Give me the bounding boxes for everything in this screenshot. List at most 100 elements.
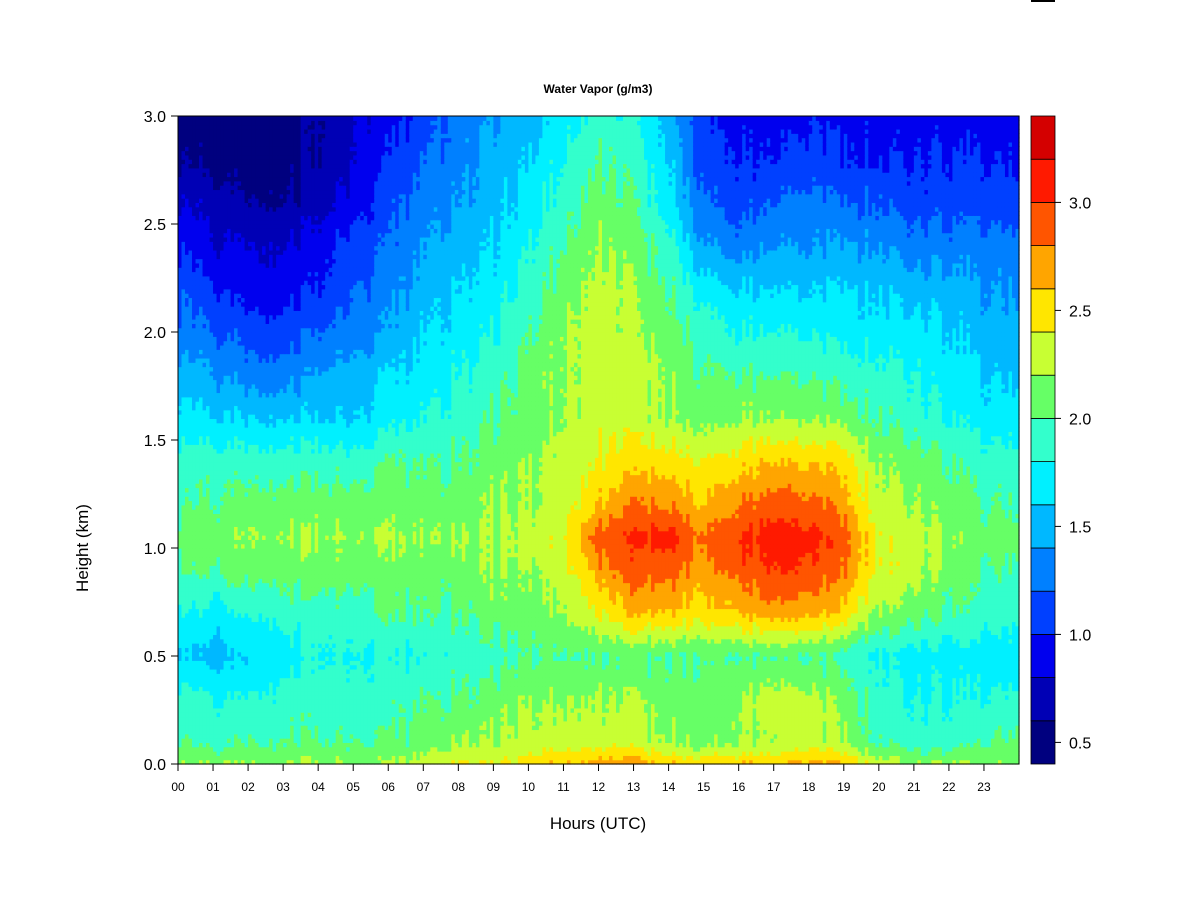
heatmap-cell bbox=[192, 612, 197, 618]
heatmap-cell bbox=[223, 245, 228, 251]
heatmap-cell bbox=[220, 681, 225, 687]
heatmap-cell bbox=[234, 180, 239, 186]
heatmap-cell bbox=[234, 405, 239, 411]
heatmap-cell bbox=[286, 297, 291, 303]
heatmap-cell bbox=[188, 185, 193, 191]
heatmap-cell bbox=[251, 621, 256, 627]
heatmap-cell bbox=[220, 751, 225, 756]
heatmap-cell bbox=[188, 211, 193, 216]
heatmap-cell bbox=[199, 712, 204, 718]
heatmap-cell bbox=[216, 552, 221, 558]
heatmap-cell bbox=[276, 755, 281, 761]
heatmap-cell bbox=[195, 668, 200, 674]
heatmap-cell bbox=[181, 319, 186, 324]
heatmap-cell bbox=[181, 180, 186, 186]
heatmap-cell bbox=[251, 569, 256, 575]
heatmap-cell bbox=[276, 137, 281, 143]
heatmap-cell bbox=[262, 353, 267, 359]
heatmap-cell bbox=[251, 759, 256, 765]
heatmap-cell bbox=[237, 612, 242, 618]
heatmap-cell bbox=[220, 656, 225, 661]
heatmap-cell bbox=[223, 686, 228, 692]
heatmap-cell bbox=[188, 383, 193, 389]
heatmap-cell bbox=[185, 301, 190, 307]
heatmap-cell bbox=[241, 245, 246, 251]
heatmap-cell bbox=[220, 167, 225, 173]
heatmap-cell bbox=[206, 141, 211, 147]
heatmap-cell bbox=[279, 396, 284, 402]
heatmap-cell bbox=[234, 314, 239, 320]
heatmap-cell bbox=[272, 448, 277, 454]
heatmap-cell bbox=[178, 509, 183, 515]
heatmap-cell bbox=[293, 612, 298, 618]
heatmap-cell bbox=[265, 569, 270, 575]
heatmap-cell bbox=[223, 751, 228, 756]
heatmap-cell bbox=[283, 271, 288, 277]
heatmap-cell bbox=[209, 673, 214, 679]
heatmap-cell bbox=[290, 569, 295, 575]
heatmap-cell bbox=[265, 478, 270, 484]
heatmap-cell bbox=[223, 150, 228, 156]
heatmap-cell bbox=[272, 452, 277, 458]
heatmap-cell bbox=[220, 452, 225, 458]
heatmap-cell bbox=[202, 306, 207, 311]
heatmap-cell bbox=[185, 513, 190, 519]
heatmap-cell bbox=[213, 591, 218, 597]
heatmap-cell bbox=[258, 288, 263, 294]
heatmap-cell bbox=[262, 742, 267, 748]
heatmap-cell bbox=[220, 262, 225, 268]
heatmap-cell bbox=[290, 349, 295, 355]
heatmap-cell bbox=[230, 548, 235, 553]
heatmap-cell bbox=[248, 267, 253, 273]
heatmap-cell bbox=[269, 673, 274, 679]
heatmap-cell bbox=[199, 444, 204, 450]
heatmap-cell bbox=[258, 638, 263, 644]
heatmap-cell bbox=[290, 141, 295, 147]
heatmap-cell bbox=[192, 224, 197, 229]
heatmap-cell bbox=[276, 202, 281, 208]
heatmap-cell bbox=[230, 556, 235, 562]
heatmap-cell bbox=[265, 120, 270, 126]
heatmap-cell bbox=[258, 414, 263, 419]
heatmap-cell bbox=[223, 673, 228, 679]
heatmap-cell bbox=[188, 362, 193, 368]
heatmap-cell bbox=[234, 388, 239, 394]
heatmap-cell bbox=[185, 176, 190, 182]
heatmap-cell bbox=[269, 738, 274, 743]
heatmap-cell bbox=[248, 647, 253, 653]
heatmap-cell bbox=[255, 219, 260, 225]
heatmap-cell bbox=[209, 172, 214, 178]
heatmap-cell bbox=[195, 513, 200, 519]
heatmap-cell bbox=[202, 211, 207, 216]
heatmap-cell bbox=[241, 586, 246, 592]
heatmap-cell bbox=[265, 647, 270, 653]
heatmap-cell bbox=[265, 686, 270, 692]
heatmap-cell bbox=[293, 742, 298, 748]
heatmap-cell bbox=[230, 647, 235, 653]
heatmap-cell bbox=[181, 133, 186, 139]
heatmap-cell bbox=[251, 267, 256, 273]
heatmap-cell bbox=[185, 293, 190, 299]
heatmap-cell bbox=[185, 280, 190, 286]
heatmap-cell bbox=[251, 517, 256, 523]
heatmap-cell bbox=[290, 478, 295, 484]
heatmap-cell bbox=[206, 496, 211, 502]
heatmap-cell bbox=[269, 422, 274, 428]
heatmap-cell bbox=[227, 664, 232, 670]
heatmap-cell bbox=[244, 535, 249, 540]
heatmap-cell bbox=[255, 452, 260, 458]
heatmap-cell bbox=[230, 198, 235, 203]
heatmap-cell bbox=[290, 560, 295, 566]
heatmap-cell bbox=[220, 548, 225, 553]
heatmap-cell bbox=[279, 522, 284, 527]
heatmap-cell bbox=[199, 651, 204, 657]
heatmap-cell bbox=[223, 396, 228, 402]
heatmap-cell bbox=[230, 539, 235, 545]
heatmap-cell bbox=[269, 483, 274, 489]
heatmap-cell bbox=[185, 159, 190, 165]
heatmap-cell bbox=[195, 396, 200, 402]
heatmap-cell bbox=[251, 344, 256, 350]
heatmap-cell bbox=[290, 150, 295, 156]
heatmap-cell bbox=[283, 548, 288, 553]
heatmap-cell bbox=[265, 461, 270, 467]
